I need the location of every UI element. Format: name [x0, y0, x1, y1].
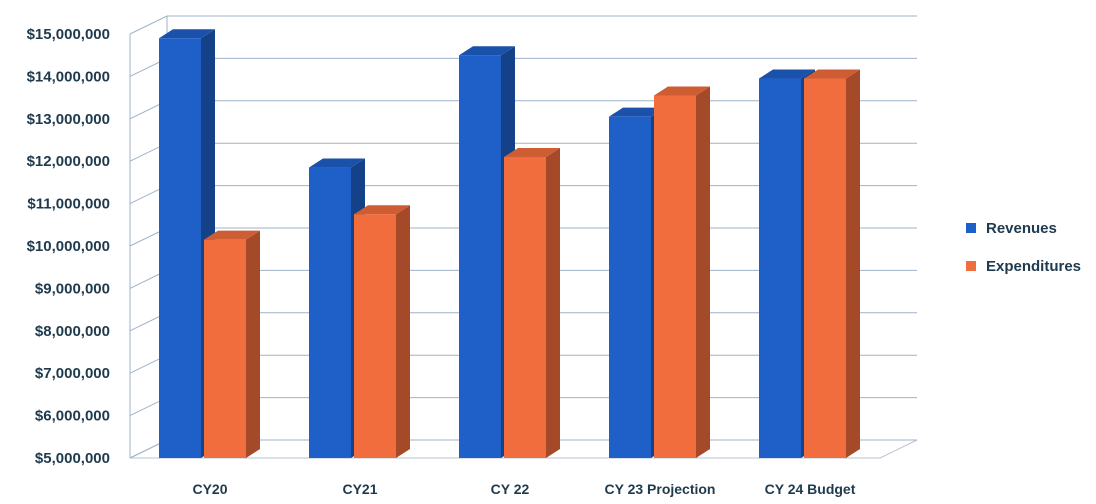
legend: Revenues Expenditures: [966, 220, 1081, 275]
y-tick-label: $9,000,000: [35, 280, 110, 297]
y-tick-label: $8,000,000: [35, 323, 110, 340]
bar-side: [396, 205, 410, 458]
x-tick-label: CY 22: [491, 481, 530, 497]
bar-front: [354, 214, 396, 458]
bar-top: [459, 46, 515, 56]
bar-top: [609, 107, 665, 117]
y-tick-label: $5,000,000: [35, 450, 110, 467]
bar-front: [609, 116, 651, 459]
x-tick-label: CY21: [342, 481, 377, 497]
bar-top: [759, 69, 815, 79]
bar-expenditures: [654, 86, 710, 458]
bar-side: [546, 147, 560, 458]
y-tick-label: $13,000,000: [27, 111, 110, 128]
bar-front: [804, 78, 846, 459]
y-tick-label: $11,000,000: [27, 196, 110, 213]
legend-swatch: [966, 261, 976, 271]
legend-label: Revenues: [986, 220, 1057, 237]
bar-side: [696, 86, 710, 458]
legend-swatch: [966, 223, 976, 233]
bar-top: [504, 147, 560, 157]
bar-front: [759, 78, 801, 459]
x-tick-label: CY 24 Budget: [765, 481, 856, 497]
bar-top: [309, 158, 365, 168]
bar-front: [459, 55, 501, 458]
bar-top: [204, 230, 260, 240]
y-tick-label: $7,000,000: [35, 365, 110, 382]
y-tick-label: $14,000,000: [27, 68, 110, 85]
bar-front: [654, 95, 696, 458]
bar-side: [846, 69, 860, 459]
bar-top: [804, 69, 860, 79]
y-tick-label: $6,000,000: [35, 408, 110, 425]
x-tick-label: CY20: [192, 481, 227, 497]
x-axis: CY20 CY21 CY 22 CY 23 Projection CY 24 Budge…: [192, 481, 855, 497]
bar-top: [159, 29, 215, 39]
legend-label: Expenditures: [986, 258, 1081, 275]
bar-front: [504, 156, 546, 458]
x-tick-label: CY 23 Projection: [604, 481, 715, 497]
bars: [159, 29, 860, 459]
y-tick-label: $15,000,000: [27, 26, 110, 43]
bar-expenditures: [354, 205, 410, 458]
y-axis: $5,000,000 $6,000,000 $7,000,000 $8,000,000…: [27, 26, 110, 467]
bar-top: [654, 86, 710, 96]
y-tick-label: $12,000,000: [27, 153, 110, 170]
bar-top: [354, 205, 410, 215]
bar-front: [204, 239, 246, 458]
y-tick-label: $10,000,000: [27, 238, 110, 255]
bar-expenditures: [204, 230, 260, 458]
bar-front: [159, 38, 201, 459]
bar-front: [309, 167, 351, 458]
bar-expenditures: [504, 147, 560, 458]
bar-side: [246, 230, 260, 458]
bar-expenditures: [804, 69, 860, 459]
